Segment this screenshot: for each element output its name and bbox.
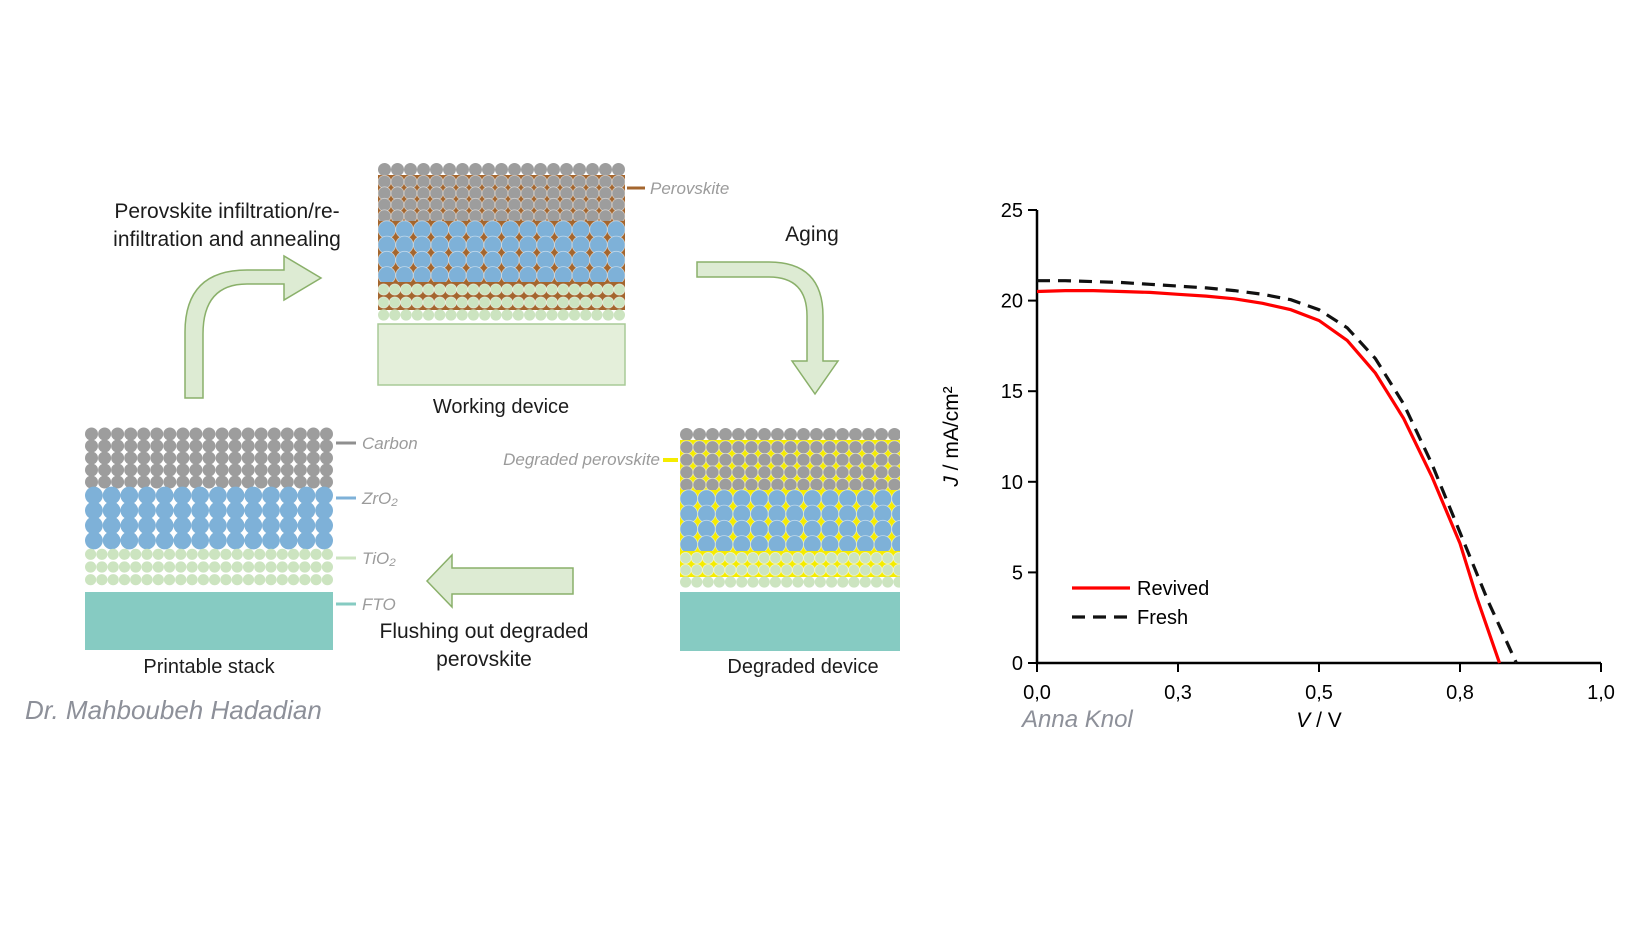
- flushing-step-line1: Flushing out degraded: [379, 620, 589, 643]
- y-tick-label: 20: [1001, 291, 1023, 313]
- degraded-device-fto-layer: [680, 592, 900, 651]
- flushing-step-label: Flushing out degraded perovskite: [344, 618, 624, 674]
- carbon-layer-label: Carbon: [362, 434, 418, 453]
- working-device-caption: Working device: [432, 396, 570, 418]
- process-cycle-diagram: [85, 163, 900, 651]
- tio2-layer-label: TiO₂: [362, 549, 396, 568]
- x-axis-label: V / V: [1296, 709, 1342, 732]
- y-tick-label: 5: [1012, 562, 1023, 584]
- flushing-arrow: [425, 553, 574, 609]
- legend-label-fresh: Fresh: [1137, 607, 1188, 629]
- working-device-graphic: [377, 163, 626, 386]
- x-tick-label: 0,3: [1164, 682, 1192, 704]
- chart-credit: Anna Knol: [1022, 706, 1133, 733]
- flushing-step-line2: perovskite: [436, 648, 532, 671]
- degraded-perovskite-annotation: Degraded perovskite: [503, 450, 660, 469]
- x-tick-label: 1,0: [1587, 682, 1615, 704]
- series-revived-curve: [1036, 289, 1502, 664]
- aging-step-label: Aging: [785, 223, 839, 246]
- diagram-credit: Dr. Mahboubeh Hadadian: [25, 695, 322, 725]
- infiltration-step-label: Perovskite infiltration/re- infiltration…: [95, 198, 359, 254]
- printable-stack-caption: Printable stack: [143, 656, 275, 678]
- jv-curve-chart: 0 5 10 15 20 25 0,0 0,3 0,5 0,8 1,0 J / mA/cm² V / V…: [940, 200, 1615, 732]
- aging-arrow: [696, 261, 840, 396]
- degraded-device-graphic: [679, 428, 900, 651]
- perovskite-annotation: Perovskite: [650, 179, 730, 198]
- y-tick-label: 0: [1012, 653, 1023, 675]
- x-tick-label: 0,8: [1446, 682, 1474, 704]
- y-axis-label: J / mA/cm²: [940, 386, 963, 487]
- zro2-layer-label: ZrO₂: [362, 489, 398, 508]
- chart-axes: [1035, 210, 1601, 665]
- device-stacks: [85, 163, 900, 651]
- working-device-glass-substrate: [377, 323, 626, 386]
- legend-label-revived: Revived: [1137, 578, 1209, 600]
- infiltration-step-line1: Perovskite infiltration/re-: [114, 200, 340, 223]
- degraded-device-caption: Degraded device: [727, 656, 879, 678]
- printable-stack-fto-layer: [85, 592, 333, 650]
- x-tick-label: 0,0: [1023, 682, 1051, 704]
- y-tick-label: 15: [1001, 381, 1023, 403]
- infiltration-arrow: [184, 254, 323, 399]
- infiltration-step-line2: infiltration and annealing: [113, 228, 341, 251]
- series-fresh-curve: [1037, 279, 1518, 664]
- printable-stack-graphic: [85, 427, 333, 650]
- y-tick-label: 25: [1001, 200, 1023, 222]
- y-tick-label: 10: [1001, 472, 1023, 494]
- fto-layer-label: FTO: [362, 595, 396, 614]
- x-tick-label: 0,5: [1305, 682, 1333, 704]
